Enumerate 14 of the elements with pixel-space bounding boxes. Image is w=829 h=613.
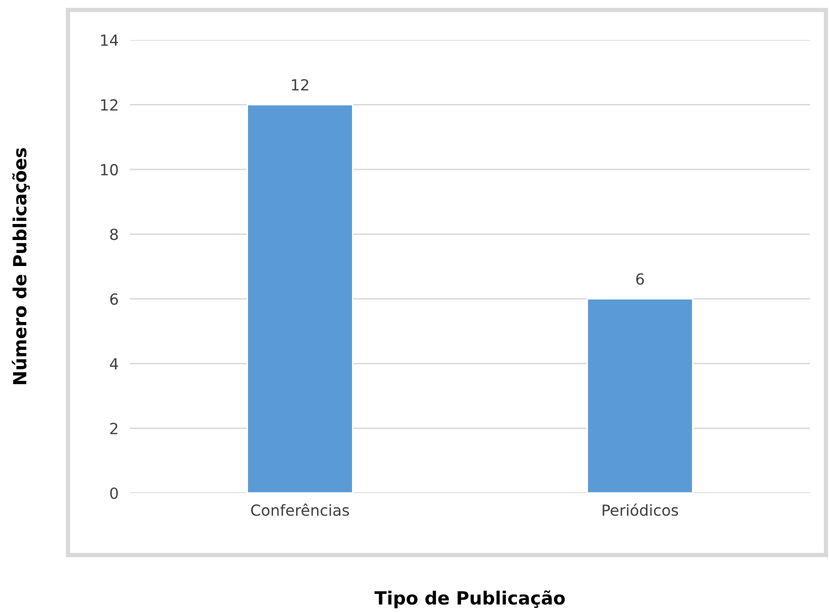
y-tick-label: 8 <box>110 228 118 240</box>
x-tick-label: Periódicos <box>602 504 678 516</box>
x-tick-label: Conferências <box>251 504 349 516</box>
y-tick-label: 2 <box>110 422 118 434</box>
y-tick-label: 0 <box>110 487 118 500</box>
y-tick-label: 10 <box>101 164 118 176</box>
y-tick-label: 12 <box>101 99 118 111</box>
y-tick-label: 4 <box>110 358 118 370</box>
y-tick-label: 14 <box>101 34 118 46</box>
y-axis-title: Número de Publicações <box>12 148 30 384</box>
y-tick-label: 6 <box>110 293 118 305</box>
data-label: 12 <box>292 79 308 90</box>
data-label: 6 <box>636 273 644 285</box>
x-axis-title: Tipo de Publicação <box>374 590 565 608</box>
